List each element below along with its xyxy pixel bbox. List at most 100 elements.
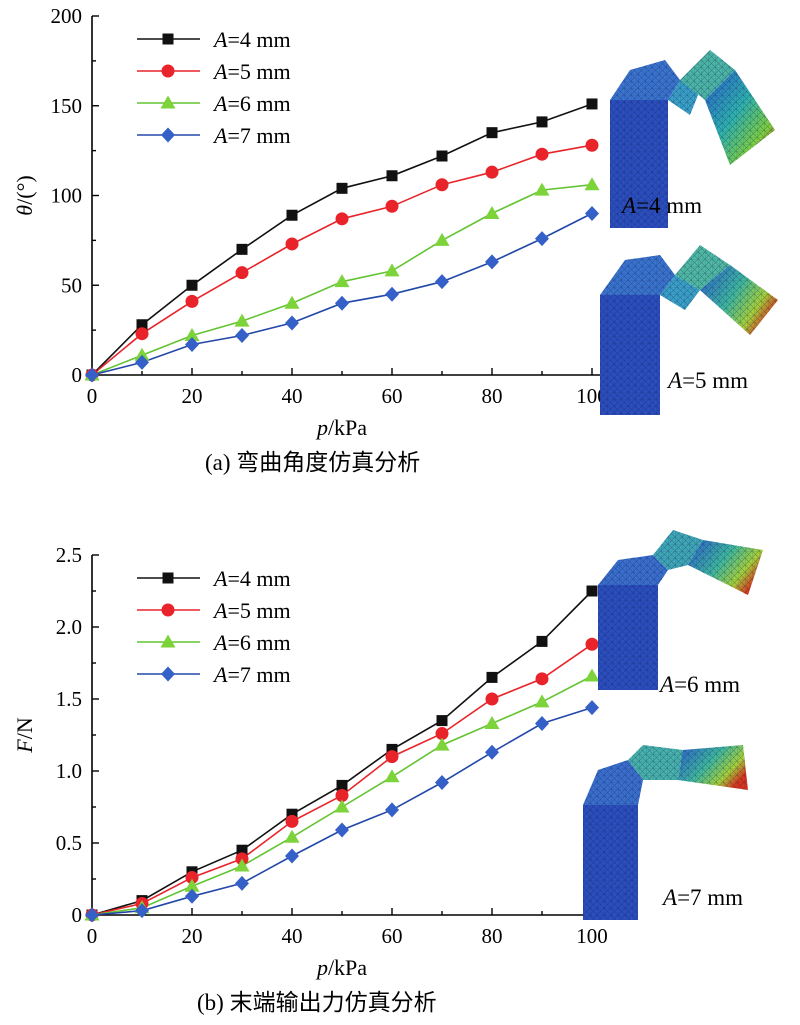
chart-b-y-tick-label: 0	[72, 903, 83, 927]
chart-a-point-1-7	[435, 178, 449, 192]
chart-a-y-tick-label: 0	[72, 363, 83, 387]
chart-b-y-tick-label: 1.5	[56, 687, 82, 711]
chart-a-point-2-6	[384, 263, 400, 277]
chart-a-legend: A=4 mm A=5 mm A=6 mm A=7 mm	[137, 27, 291, 148]
chart-b-point-2-7	[434, 737, 450, 751]
chart-b-point-2-9	[534, 694, 550, 708]
chart-b-point-3-8	[485, 744, 499, 760]
chart-b-series-line-1	[91, 643, 593, 916]
chart-a-point-0-3	[236, 243, 248, 255]
chart-b-point-3-10	[585, 700, 599, 716]
chart-a-point-1-2	[185, 294, 199, 308]
chart-b-point-3-6	[385, 802, 399, 818]
chart-a-point-1-6	[385, 199, 399, 213]
chart-a-series	[84, 98, 600, 383]
chart-a-x-tick-label: 80	[482, 384, 503, 408]
chart-b-point-1-2	[185, 871, 199, 885]
chart-b-point-3-9	[535, 715, 549, 731]
chart-a-legend-label-2: A=6 mm	[212, 91, 291, 116]
chart-a-point-1-9	[535, 147, 549, 161]
chart-a-legend-label-1: A=5 mm	[212, 59, 291, 84]
chart-b-y-tick-label: 0.5	[56, 831, 82, 855]
chart-a-point-2-7	[434, 232, 450, 246]
chart-b-point-3-2	[185, 888, 199, 904]
chart-b-point-2-5	[334, 799, 350, 813]
chart-a-point-0-1	[136, 319, 148, 331]
chart-b-legend-label-0: A=4 mm	[212, 566, 291, 591]
chart-a-point-0-5	[336, 182, 348, 194]
chart-a-point-1-8	[485, 165, 499, 179]
chart-b-point-1-4	[285, 814, 299, 828]
chart-b-x-tick-label: 100	[576, 924, 608, 948]
chart-b-point-0-8	[486, 671, 498, 683]
chart-b-point-1-8	[485, 692, 499, 706]
chart-a-x-tick-label: 0	[87, 384, 98, 408]
chart-b-y-tick-label: 1.0	[56, 759, 82, 783]
chart-b-point-1-6	[385, 750, 399, 764]
chart-a-point-1-1	[135, 327, 149, 341]
chart-b-point-1-5	[335, 788, 349, 802]
chart-a-legend-marker-1	[161, 64, 175, 78]
chart-a-point-2-5	[334, 274, 350, 288]
chart-a-x-tick-label: 20	[182, 384, 203, 408]
chart-b-legend-label-1: A=5 mm	[212, 598, 291, 623]
chart-a-y-tick-label: 50	[61, 273, 82, 297]
chart-a-legend-marker-0	[162, 33, 174, 45]
chart-a-point-0-2	[186, 279, 198, 291]
chart-a-point-0-10	[586, 98, 598, 110]
chart-b-point-2-2	[184, 878, 200, 892]
chart-a-legend-label-0: A=4 mm	[212, 27, 291, 52]
chart-a-point-2-4	[284, 295, 300, 309]
chart-a-legend-label-3: A=7 mm	[212, 123, 291, 148]
chart-a-point-2-2	[184, 328, 200, 342]
chart-b-point-1-9	[535, 672, 549, 686]
chart-a-point-1-5	[335, 212, 349, 226]
chart-a-point-2-9	[534, 182, 550, 196]
chart-a-point-1-3	[235, 266, 249, 280]
chart-a-series-line-3	[91, 212, 593, 376]
caption-b: (b) 末端输出力仿真分析	[197, 990, 437, 1015]
chart-b-point-2-3	[234, 858, 250, 872]
chart-b-y-axis-label: F/N	[12, 717, 37, 754]
chart-b-x-axis-label: p/kPa	[315, 955, 367, 980]
chart-b-point-0-6	[386, 743, 398, 755]
chart-a-point-3-5	[335, 295, 349, 311]
chart-b-point-0-10	[586, 585, 598, 597]
simulation-image-a4	[610, 50, 775, 228]
simulation-image-a6	[598, 530, 763, 690]
chart-b-point-3-5	[335, 822, 349, 838]
chart-b-point-0-4	[286, 808, 298, 820]
chart-a-point-0-8	[486, 127, 498, 139]
chart-a-point-0-7	[436, 150, 448, 162]
chart-b-legend-label-2: A=6 mm	[212, 630, 291, 655]
chart-b-point-1-7	[435, 727, 449, 741]
chart-a-point-3-7	[435, 274, 449, 290]
chart-a-point-1-10	[585, 138, 599, 152]
chart-b-y-tick-label: 2.0	[56, 615, 82, 639]
chart-a-y-tick-label: 100	[51, 184, 83, 208]
sim-label-a6: A=6 mm	[658, 672, 740, 697]
chart-a-point-2-3	[234, 313, 250, 327]
chart-a-y-tick-label: 200	[51, 4, 83, 28]
chart-b-x-tick-label: 60	[382, 924, 403, 948]
chart-b-legend-label-3: A=7 mm	[212, 662, 291, 687]
chart-a-point-0-4	[286, 209, 298, 221]
chart-a-point-0-6	[386, 170, 398, 182]
chart-a-x-axis-label: p/kPa	[315, 415, 367, 440]
chart-b-point-3-7	[435, 775, 449, 791]
chart-a-point-3-4	[285, 315, 299, 331]
chart-a-point-3-1	[135, 354, 149, 370]
chart-a-point-3-10	[585, 205, 599, 221]
sim-label-a5: A=5 mm	[666, 368, 748, 393]
chart-b-legend-marker-0	[162, 572, 174, 584]
chart-b-series	[84, 585, 600, 923]
chart-a-point-3-3	[235, 328, 249, 344]
chart-a-point-3-6	[385, 286, 399, 302]
chart-a-point-3-9	[535, 231, 549, 247]
chart-a-point-1-4	[285, 237, 299, 251]
chart-a-point-2-1	[134, 347, 150, 361]
chart-a-point-3-8	[485, 254, 499, 270]
chart-a-point-3-2	[185, 336, 199, 352]
